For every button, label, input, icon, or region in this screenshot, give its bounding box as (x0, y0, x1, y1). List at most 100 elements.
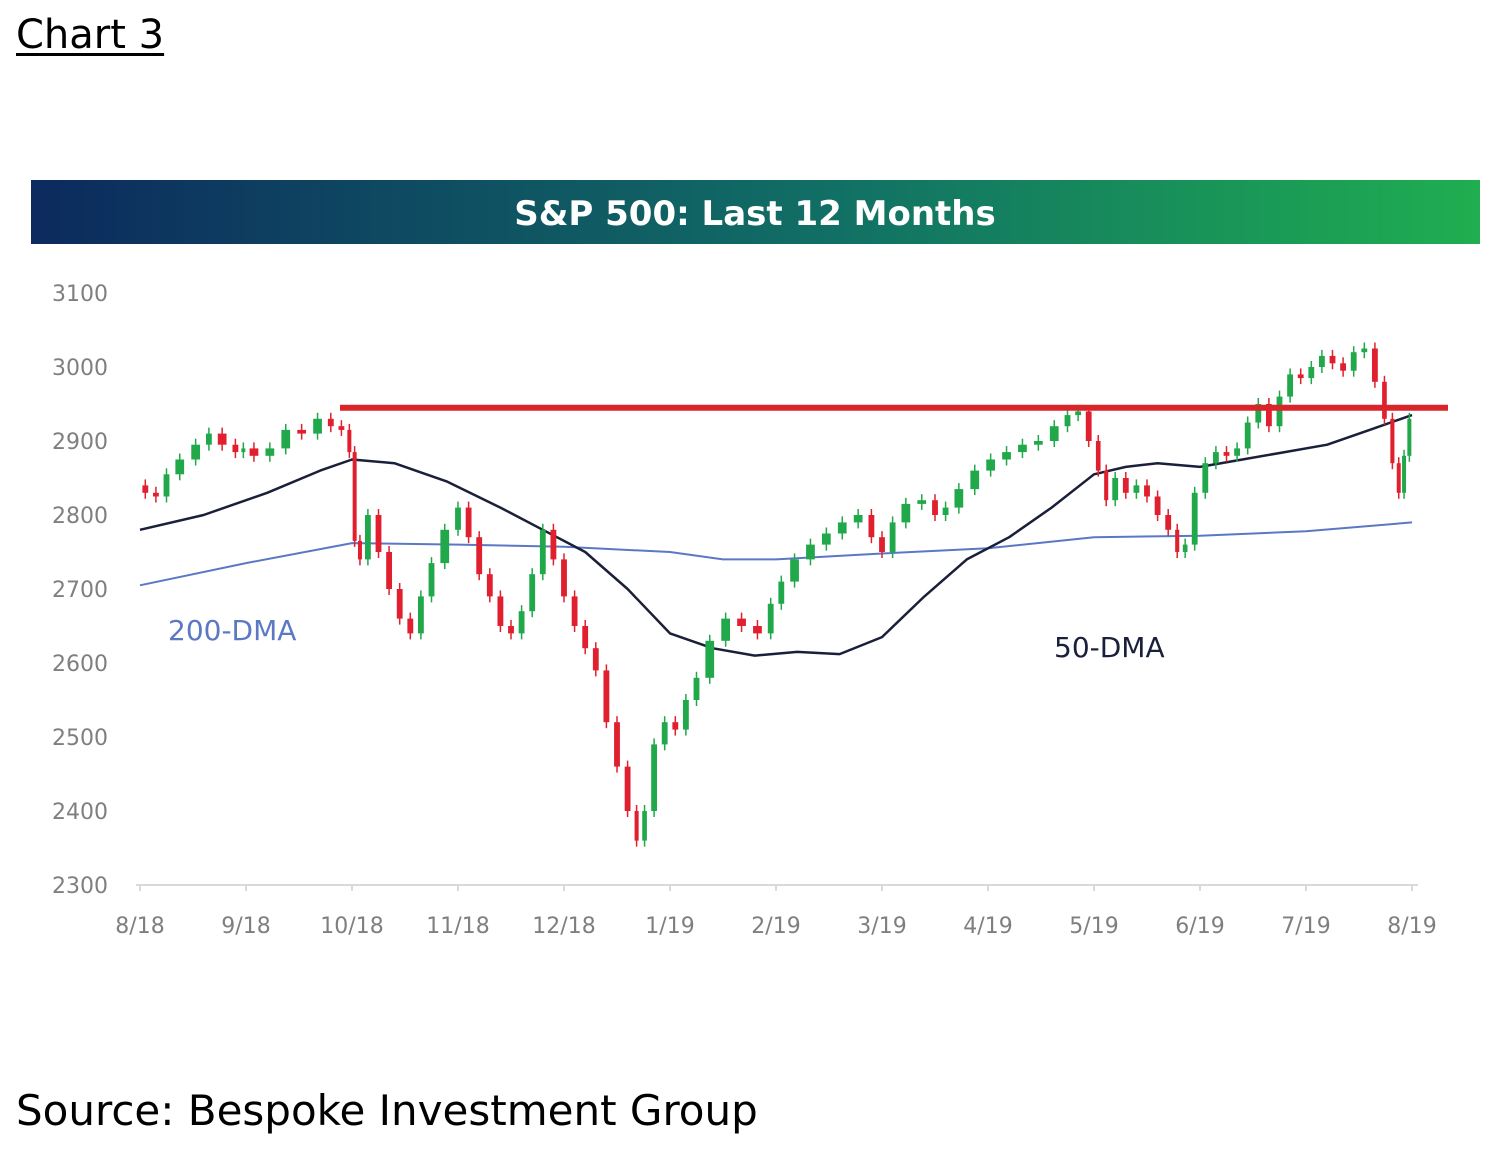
y-tick-label: 2800 (52, 504, 108, 529)
y-tick-label: 3000 (52, 356, 108, 381)
candle-body (1191, 492, 1198, 545)
candle-body (217, 433, 227, 445)
x-tick-label: 3/19 (857, 914, 906, 939)
candle-body (1104, 470, 1109, 501)
candle-body (364, 515, 371, 560)
candle-body (778, 581, 785, 604)
ma200-label: 200-DMA (168, 614, 296, 647)
x-tick-label: 4/19 (963, 914, 1012, 939)
candle-body (1390, 418, 1395, 464)
candle-body (338, 426, 345, 430)
candle-body (970, 470, 980, 490)
x-tick-label: 1/19 (645, 914, 694, 939)
candle-body (942, 507, 949, 515)
candle-body (868, 515, 875, 538)
candle-body (205, 433, 212, 445)
candle-body (986, 459, 996, 471)
candle-body (737, 618, 746, 626)
candle-body (1340, 363, 1347, 371)
candle-body (1095, 441, 1101, 471)
candle-body (375, 515, 382, 552)
candle-body (152, 492, 159, 497)
candle-body (539, 529, 546, 575)
x-tick-label: 11/18 (426, 914, 489, 939)
candle-body (1085, 411, 1092, 441)
candle-body (889, 522, 896, 552)
candle-body (407, 618, 414, 634)
candle-body (571, 596, 578, 626)
candle-body (1276, 396, 1283, 427)
candle-body (592, 648, 599, 671)
candle-body (1407, 418, 1412, 456)
y-tick-label: 2500 (52, 726, 108, 751)
candle-body (1202, 463, 1209, 493)
candle-body (1002, 452, 1011, 460)
candle-body (1075, 411, 1082, 416)
candle-body (582, 626, 589, 649)
candle-body (693, 677, 700, 700)
y-tick-label: 2900 (52, 430, 108, 455)
candle-body (550, 529, 557, 560)
candle-body (1212, 452, 1219, 464)
candle-body (661, 722, 668, 745)
candle-body (932, 500, 938, 515)
candle-body (561, 559, 567, 597)
candle-body (624, 766, 631, 811)
candle-body (917, 500, 927, 504)
candle-body (821, 533, 831, 545)
candle-body (1122, 478, 1129, 493)
candle-body (1297, 374, 1304, 379)
candle-body (1287, 374, 1294, 397)
candle-body (634, 811, 639, 841)
candle-body (1234, 448, 1241, 456)
source-note: Source: Bespoke Investment Group (16, 1086, 758, 1135)
plot-area: 2300 2400 2500 2600 2700 2800 2900 3000 3100 8/18… (52, 282, 1448, 939)
candle-body (497, 596, 504, 626)
candle-body (1175, 529, 1180, 552)
candle-body (191, 444, 201, 460)
candle-body (682, 700, 689, 730)
chart-svg: S&P 500: Last 12 Months 2300 2400 2500 2600… (31, 180, 1480, 939)
candle-body (1265, 404, 1272, 427)
candle-body (1049, 426, 1059, 441)
candle-body (1255, 404, 1262, 423)
candle-body (1308, 367, 1315, 379)
candle-body (901, 503, 911, 523)
candle-body (1382, 381, 1387, 419)
candle-body (508, 626, 514, 634)
x-tick-label: 8/19 (1387, 914, 1436, 939)
candle-body (1371, 348, 1378, 382)
candle-body (721, 618, 731, 641)
candle-body (790, 559, 799, 582)
candle-body (428, 563, 435, 597)
x-tick-label: 6/19 (1175, 914, 1224, 939)
y-tick-label: 2400 (52, 800, 108, 825)
candle-body (1223, 452, 1230, 456)
candle-body (265, 448, 275, 456)
candle-body (603, 670, 610, 723)
candle-body (1154, 496, 1161, 515)
y-tick-label: 3100 (52, 282, 108, 307)
x-tick-label: 7/19 (1281, 914, 1330, 939)
candle-body (1033, 441, 1043, 445)
candle-body (175, 459, 185, 475)
x-tick-label: 9/18 (221, 914, 270, 939)
candle-body (352, 452, 357, 541)
ma50-label: 50-DMA (1054, 631, 1165, 664)
candle-body (1361, 348, 1368, 353)
candle-body (455, 507, 461, 530)
candle-body (1244, 422, 1251, 449)
candle-body (1318, 355, 1325, 367)
candle-body (417, 596, 424, 634)
candle-body (806, 544, 815, 560)
candle-body (614, 722, 620, 767)
candle-body (327, 418, 334, 427)
candle-body (357, 540, 362, 560)
candle-body (1396, 463, 1401, 493)
x-tick-label: 2/19 (751, 914, 800, 939)
x-tick-label: 12/18 (532, 914, 595, 939)
candle-body (1133, 485, 1140, 493)
y-tick-label: 2300 (52, 874, 108, 899)
ma200-line (139, 521, 1413, 587)
chart-caption: Chart 3 (16, 12, 165, 58)
